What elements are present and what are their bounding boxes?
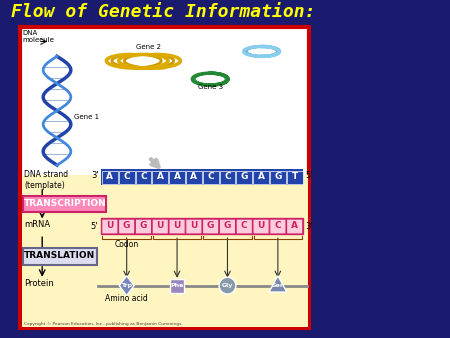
Text: 5': 5' [90, 222, 98, 231]
FancyBboxPatch shape [203, 170, 219, 184]
Text: C: C [224, 172, 231, 181]
Text: G: G [241, 172, 248, 181]
Text: A: A [257, 172, 265, 181]
Text: Protein: Protein [24, 279, 54, 288]
FancyBboxPatch shape [169, 219, 185, 234]
Text: G: G [140, 221, 147, 230]
FancyBboxPatch shape [253, 170, 269, 184]
Text: 3': 3' [305, 222, 313, 231]
FancyBboxPatch shape [202, 219, 219, 234]
FancyBboxPatch shape [169, 170, 185, 184]
Text: C: C [241, 221, 248, 230]
Text: Flow of Genetic Information:: Flow of Genetic Information: [10, 3, 315, 21]
Polygon shape [119, 276, 134, 295]
FancyBboxPatch shape [102, 170, 118, 184]
Text: U: U [157, 221, 164, 230]
Text: DNA strand
(template): DNA strand (template) [24, 170, 68, 190]
FancyBboxPatch shape [186, 170, 202, 184]
FancyBboxPatch shape [23, 196, 106, 213]
FancyBboxPatch shape [102, 218, 303, 234]
Text: A: A [106, 172, 113, 181]
FancyBboxPatch shape [219, 219, 235, 234]
FancyBboxPatch shape [270, 219, 286, 234]
FancyBboxPatch shape [135, 219, 152, 234]
Text: Ser: Ser [272, 283, 284, 288]
Text: A: A [157, 172, 164, 181]
Text: G: G [224, 221, 231, 230]
FancyBboxPatch shape [236, 170, 252, 184]
FancyBboxPatch shape [287, 170, 302, 184]
Text: 3': 3' [91, 171, 99, 180]
FancyBboxPatch shape [102, 169, 303, 185]
FancyBboxPatch shape [119, 170, 135, 184]
Text: TRANSCRIPTION: TRANSCRIPTION [23, 199, 106, 208]
Text: Gene 1: Gene 1 [74, 114, 99, 120]
FancyBboxPatch shape [287, 219, 303, 234]
Text: U: U [173, 221, 181, 230]
Text: G: G [207, 221, 214, 230]
Text: A: A [174, 172, 180, 181]
Text: U: U [106, 221, 113, 230]
Text: Trp: Trp [121, 283, 132, 288]
FancyBboxPatch shape [186, 219, 202, 234]
FancyBboxPatch shape [102, 219, 118, 234]
Text: C: C [140, 172, 147, 181]
Text: C: C [123, 172, 130, 181]
Text: C: C [207, 172, 214, 181]
FancyBboxPatch shape [270, 170, 286, 184]
FancyBboxPatch shape [153, 170, 168, 184]
Text: A: A [190, 172, 198, 181]
Text: Phe: Phe [171, 283, 184, 288]
FancyBboxPatch shape [253, 219, 269, 234]
FancyBboxPatch shape [22, 175, 307, 327]
Text: U: U [190, 221, 198, 230]
FancyBboxPatch shape [152, 219, 168, 234]
FancyBboxPatch shape [170, 279, 184, 293]
Text: T: T [292, 172, 298, 181]
FancyBboxPatch shape [23, 248, 97, 265]
Text: mRNA: mRNA [24, 220, 50, 229]
Text: Copyright © Pearson Education, Inc., publishing as Benjamin Cummings.: Copyright © Pearson Education, Inc., pub… [24, 322, 183, 326]
Circle shape [219, 277, 236, 294]
Text: G: G [274, 172, 282, 181]
Text: U: U [257, 221, 265, 230]
Text: TRANSLATION: TRANSLATION [24, 251, 95, 260]
Text: Gly: Gly [222, 283, 233, 288]
Text: Amino acid: Amino acid [105, 294, 148, 303]
FancyBboxPatch shape [20, 27, 309, 328]
Polygon shape [269, 276, 287, 292]
Text: DNA
molecule: DNA molecule [22, 30, 54, 43]
Text: G: G [123, 221, 130, 230]
FancyBboxPatch shape [135, 170, 151, 184]
Text: Codon: Codon [115, 240, 139, 249]
FancyBboxPatch shape [236, 219, 252, 234]
Text: A: A [291, 221, 298, 230]
Text: 5': 5' [305, 171, 313, 180]
Text: Gene 2: Gene 2 [136, 44, 162, 50]
FancyBboxPatch shape [118, 219, 135, 234]
Text: C: C [274, 221, 281, 230]
Text: Gene 3: Gene 3 [198, 84, 223, 90]
FancyBboxPatch shape [220, 170, 235, 184]
